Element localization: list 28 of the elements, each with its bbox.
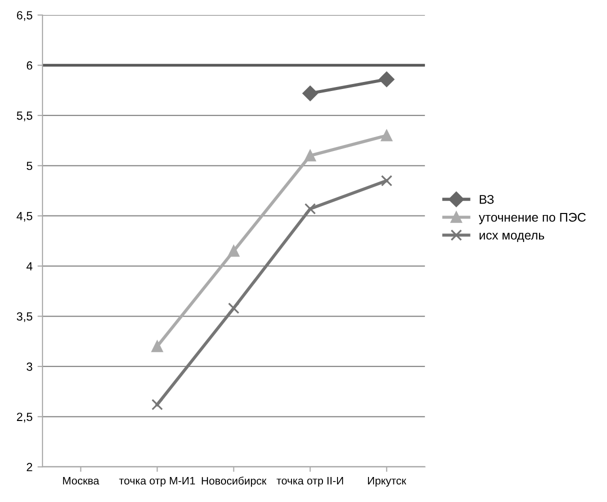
point	[304, 203, 316, 215]
point	[228, 245, 240, 257]
legend-label: уточнение по ПЭС	[478, 212, 586, 224]
x-tick-label: точка отр М-И1	[119, 476, 195, 487]
x-tick-label: Иркутск	[368, 476, 406, 487]
y-tick-label: 3	[26, 362, 32, 371]
legend-label: ВЗ	[480, 194, 494, 204]
y-tick-label: 2	[26, 462, 32, 472]
x-tick-label: Москва	[63, 476, 100, 485]
x-tick-label: точка отр II-И	[276, 476, 344, 487]
y-tick-label: 5,5	[16, 112, 32, 122]
y-tick-label: 4,5	[16, 212, 32, 222]
y-tick-label: 4	[26, 262, 32, 270]
x-tick-label: Новосибирск	[202, 476, 266, 487]
point	[228, 302, 240, 314]
point	[304, 150, 316, 162]
point	[378, 72, 394, 88]
point	[302, 86, 318, 102]
point	[152, 398, 163, 410]
legend-label: исх модель	[480, 232, 544, 242]
y-tick-label: 3,5	[16, 312, 32, 322]
y-tick-label: 6,5	[16, 11, 32, 21]
y-tick-label: 5	[26, 162, 32, 170]
y-tick-label: 2,5	[16, 412, 32, 422]
point	[380, 175, 392, 186]
y-tick-label: 6	[26, 61, 32, 70]
point	[152, 340, 163, 352]
point	[380, 130, 392, 142]
